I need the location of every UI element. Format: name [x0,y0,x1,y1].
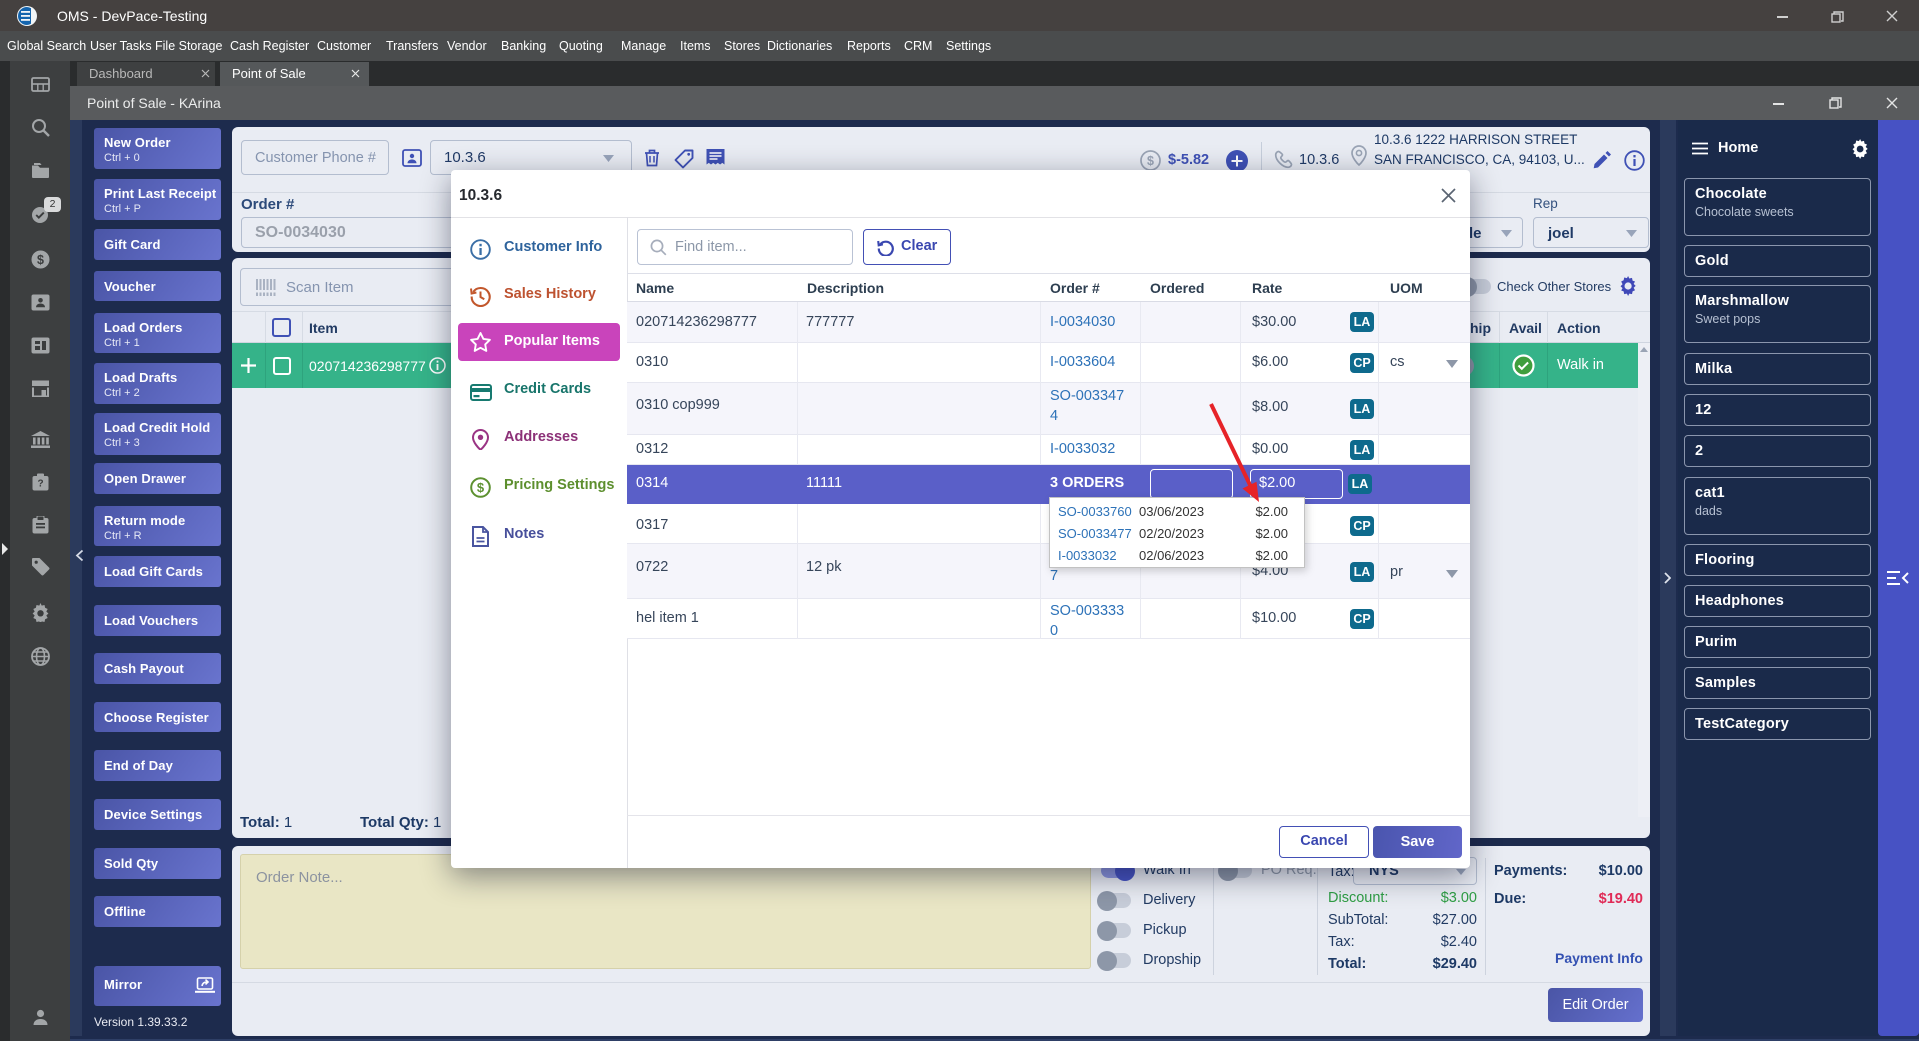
svg-text:$: $ [37,253,44,267]
svg-text:$: $ [477,480,485,495]
svg-text:$: $ [1147,154,1154,168]
svg-text:?: ? [37,479,43,490]
